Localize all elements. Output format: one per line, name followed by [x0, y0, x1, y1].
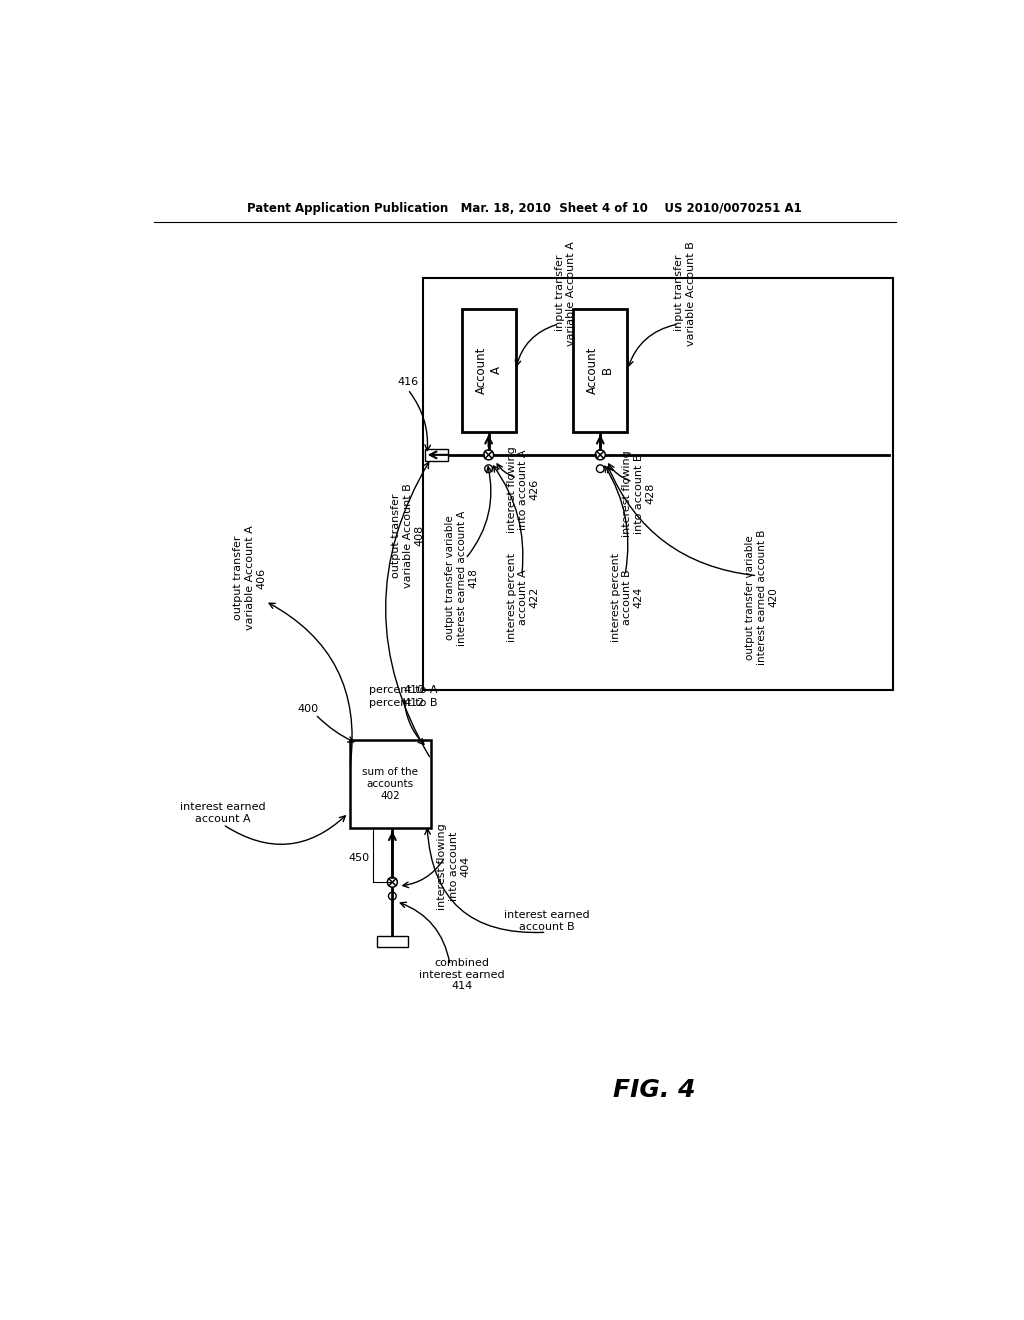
Text: 400: 400 — [297, 704, 318, 714]
Text: output transfer variable
interest earned account B
420: output transfer variable interest earned… — [745, 529, 778, 665]
Bar — [573, 309, 628, 432]
Text: interest earned
account B: interest earned account B — [504, 909, 589, 932]
Bar — [425, 449, 447, 461]
Text: input transfer
variable Account B: input transfer variable Account B — [674, 240, 695, 346]
Text: output transfer variable
interest earned account A
418: output transfer variable interest earned… — [445, 511, 478, 645]
Text: interest earned
account A: interest earned account A — [180, 803, 266, 824]
Text: Account
A: Account A — [474, 346, 503, 393]
Text: interest flowing
into account
404: interest flowing into account 404 — [437, 824, 471, 911]
Text: interest flowing
into account B
428: interest flowing into account B 428 — [623, 450, 655, 537]
Text: interest flowing
into account A
426: interest flowing into account A 426 — [507, 446, 540, 533]
Text: 450: 450 — [348, 853, 370, 862]
Text: 410: 410 — [403, 685, 425, 694]
Text: interest percent
account B
424: interest percent account B 424 — [610, 553, 644, 642]
Text: percent to B: percent to B — [370, 698, 438, 708]
Text: percent to A: percent to A — [370, 685, 438, 694]
Text: output transfer
variable Account A
406: output transfer variable Account A 406 — [233, 525, 266, 631]
Text: Patent Application Publication   Mar. 18, 2010  Sheet 4 of 10    US 2010/0070251: Patent Application Publication Mar. 18, … — [248, 202, 802, 215]
Text: input transfer
variable Account A: input transfer variable Account A — [555, 240, 577, 346]
Text: combined
interest earned
414: combined interest earned 414 — [419, 958, 505, 991]
Text: interest percent
account A
422: interest percent account A 422 — [507, 553, 540, 642]
Bar — [423, 277, 893, 689]
Bar — [350, 739, 431, 829]
Bar — [377, 936, 408, 946]
Text: 416: 416 — [397, 376, 419, 387]
Text: FIG. 4: FIG. 4 — [613, 1078, 695, 1102]
Text: 412: 412 — [403, 698, 425, 708]
Text: output transfer
variable Account B
408: output transfer variable Account B 408 — [391, 483, 424, 589]
Bar — [462, 309, 515, 432]
Text: sum of the
accounts
402: sum of the accounts 402 — [362, 767, 419, 801]
Text: Account
B: Account B — [587, 346, 614, 393]
